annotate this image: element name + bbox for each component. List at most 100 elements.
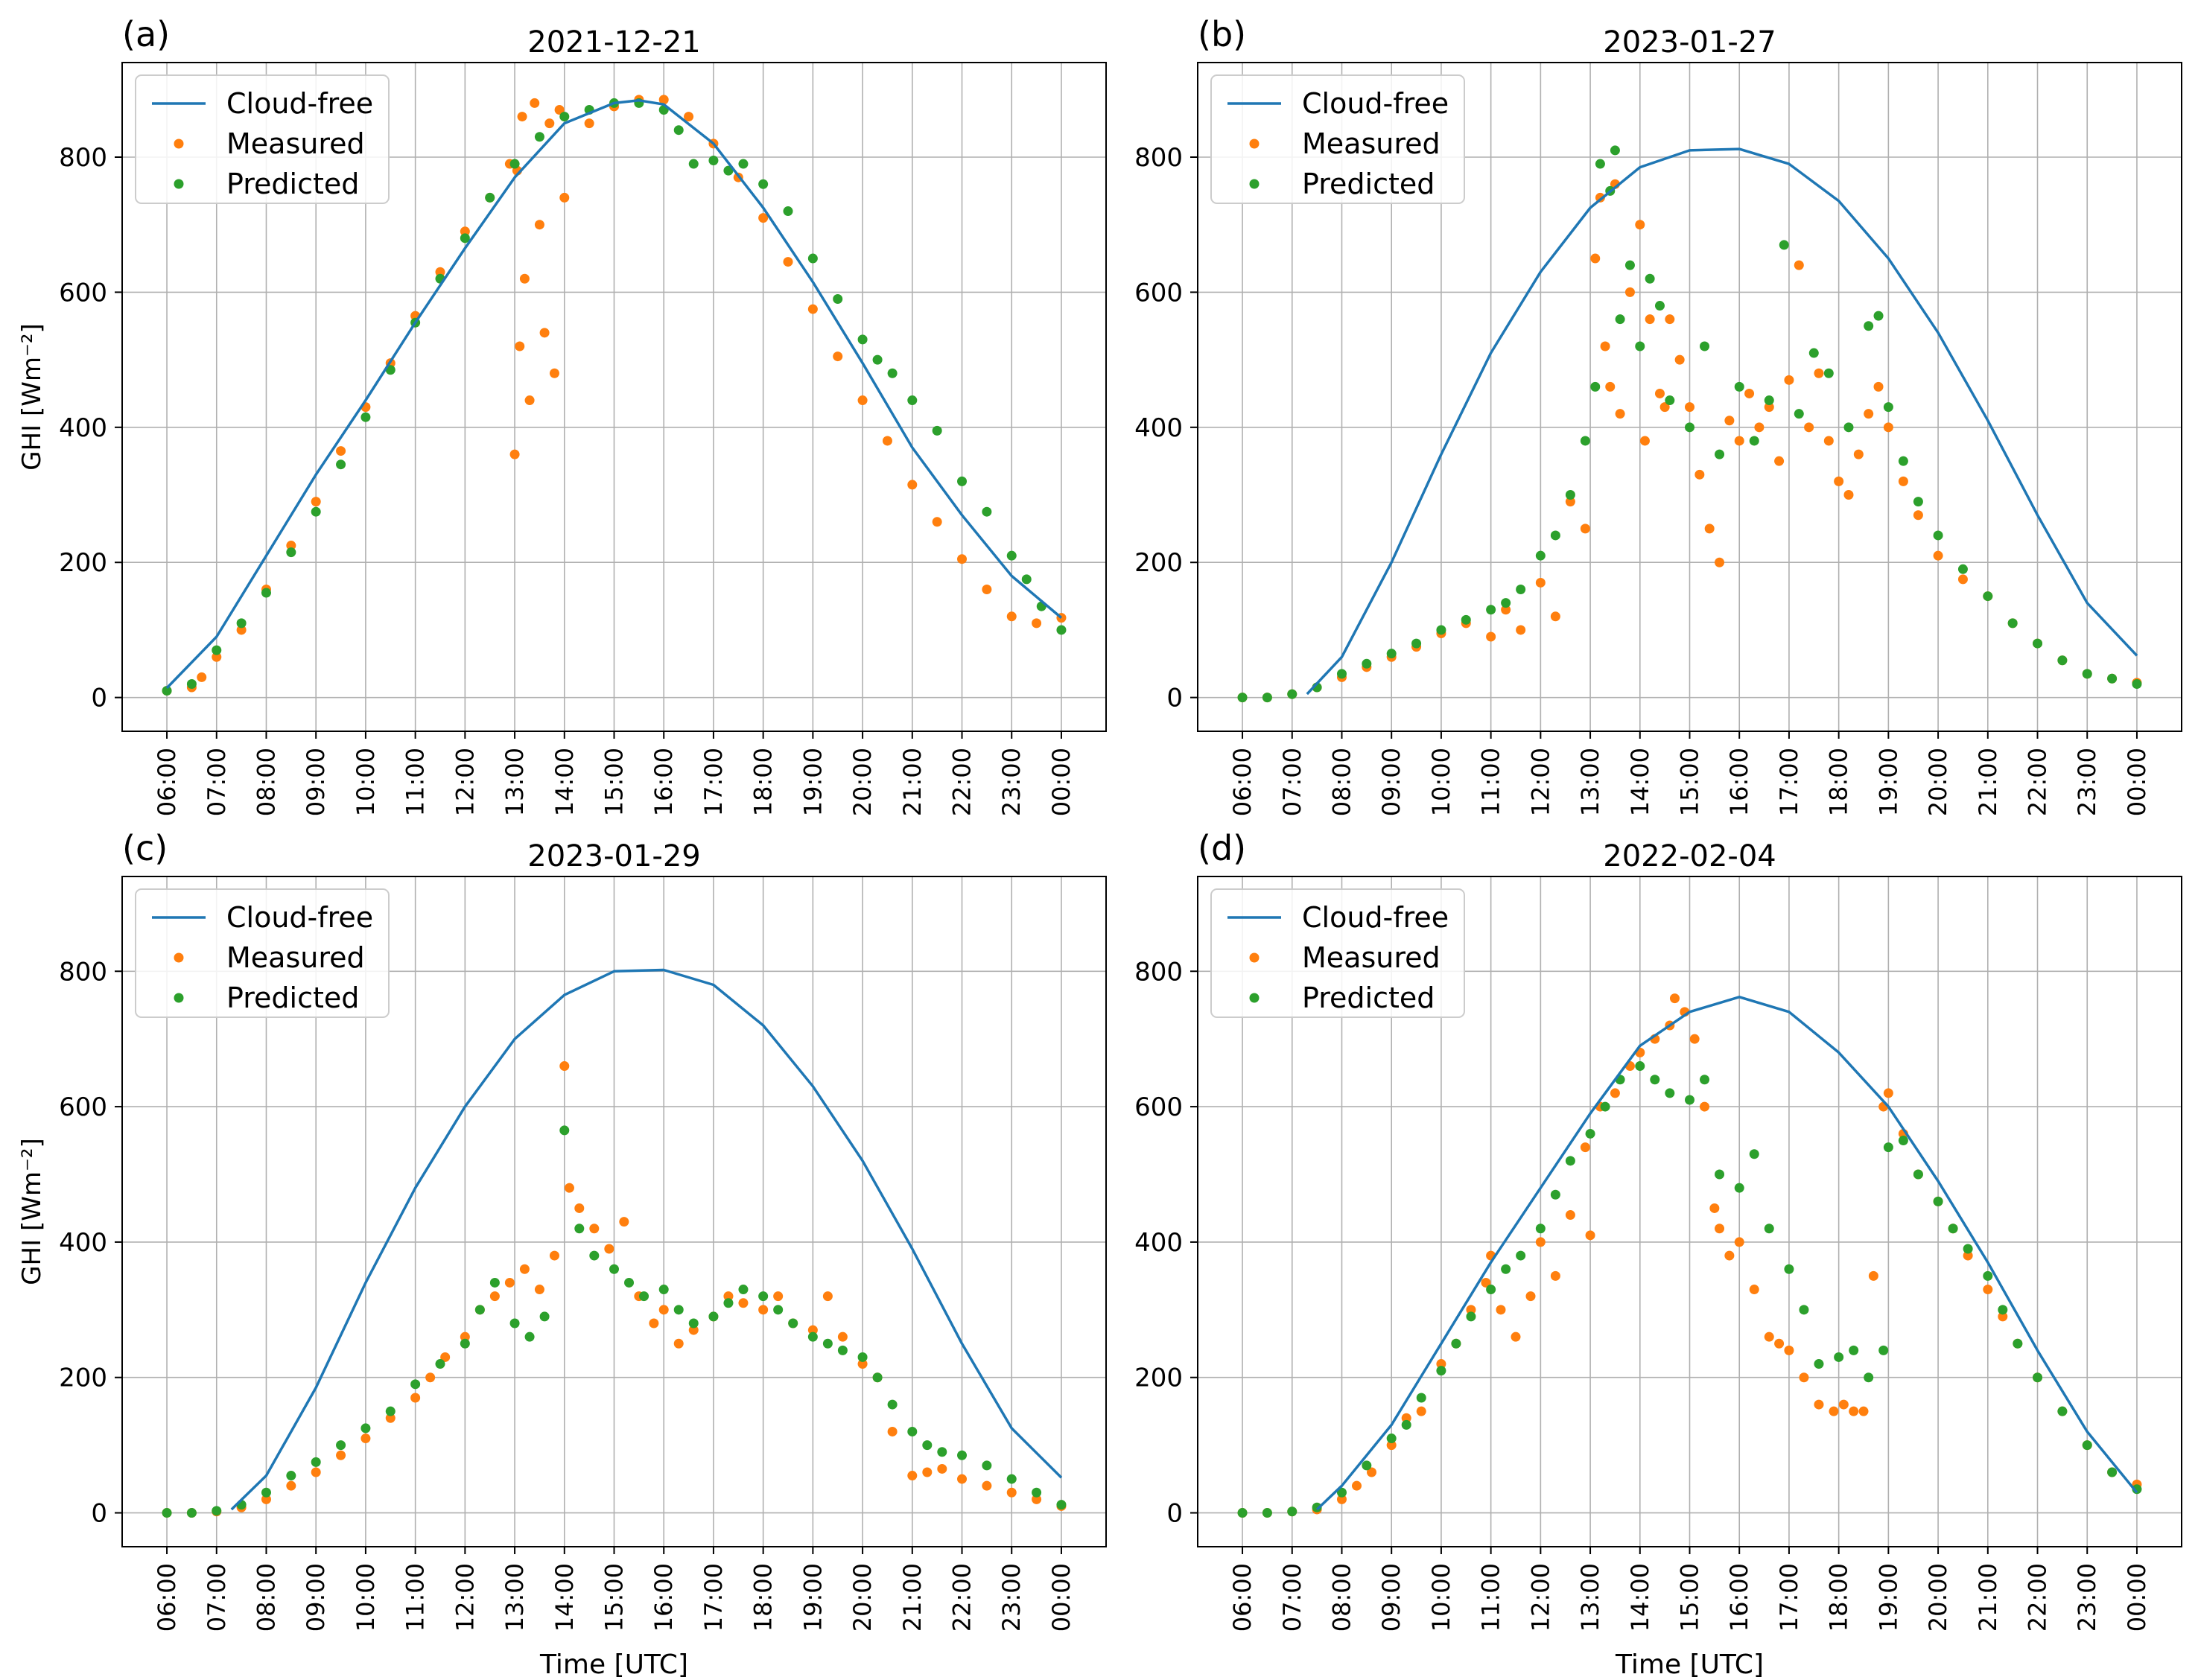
measured-point xyxy=(1659,402,1670,413)
y-tick-label: 800 xyxy=(59,143,107,173)
y-tick-label: 0 xyxy=(91,1499,107,1529)
legend-label: Cloud-free xyxy=(1302,87,1449,120)
predicted-point xyxy=(1913,1169,1923,1180)
legend-box xyxy=(135,888,390,1018)
measured-point xyxy=(1516,625,1526,635)
measured-point xyxy=(1694,469,1705,480)
predicted-point xyxy=(1336,669,1347,679)
series-predicted xyxy=(162,1125,1067,1518)
predicted-point xyxy=(1779,240,1789,250)
measured-point xyxy=(1501,605,1511,615)
predicted-point xyxy=(2082,669,2092,679)
measured-point xyxy=(1481,1277,1491,1288)
x-tick-label: 23:00 xyxy=(997,1563,1026,1632)
predicted-point xyxy=(609,1264,619,1274)
x-tick-label: 16:00 xyxy=(1725,1563,1753,1632)
x-tick-label: 06:00 xyxy=(1228,748,1257,816)
legend: Cloud-free Measured Predicted xyxy=(1210,888,1465,1018)
predicted-point xyxy=(1312,1502,1322,1512)
measured-point xyxy=(1032,618,1042,629)
x-tick-label: 18:00 xyxy=(1825,748,1853,816)
predicted-point xyxy=(2007,618,2018,629)
grid xyxy=(1198,876,2182,1547)
predicted-point xyxy=(1466,1311,1476,1322)
legend-label: Cloud-free xyxy=(226,87,373,120)
x-tick-label: 19:00 xyxy=(798,1563,827,1632)
x-tick-label: 10:00 xyxy=(352,748,380,816)
measured-point xyxy=(1674,354,1685,365)
x-tick-label: 00:00 xyxy=(2123,748,2151,816)
measured-point xyxy=(1963,1250,1973,1261)
predicted-point xyxy=(688,159,699,169)
predicted-point xyxy=(1486,605,1496,615)
measured-point xyxy=(311,497,321,507)
legend: Cloud-free Measured Predicted xyxy=(135,888,390,1018)
plot-area xyxy=(162,95,1067,696)
measured-point xyxy=(1983,1285,1993,1295)
predicted-point xyxy=(1665,395,1675,406)
measured-point xyxy=(957,554,968,564)
x-tick-label: 18:00 xyxy=(749,748,778,816)
measured-point xyxy=(1436,1359,1446,1369)
x-tick-label: 22:00 xyxy=(2024,1563,2052,1632)
chart-title: 2021-12-21 xyxy=(527,25,700,60)
measured-point xyxy=(957,1474,968,1484)
measured-point xyxy=(783,257,793,267)
measured-point xyxy=(922,1467,933,1477)
measured-point xyxy=(1823,436,1834,446)
predicted-point xyxy=(1535,550,1546,561)
predicted-point xyxy=(2057,655,2068,666)
x-tick-label: 15:00 xyxy=(600,748,629,816)
x-tick-label: 20:00 xyxy=(848,748,877,816)
measured-point xyxy=(549,368,559,378)
predicted-point xyxy=(1362,658,1372,669)
predicted-point xyxy=(360,412,371,422)
predicted-point xyxy=(788,1318,798,1329)
predicted-point xyxy=(1635,1061,1645,1072)
y-tick-label: 200 xyxy=(1134,1364,1183,1393)
y-tick-label: 200 xyxy=(1134,548,1183,578)
x-tick-label: 16:00 xyxy=(649,1563,678,1632)
x-tick-label: 07:00 xyxy=(203,1563,231,1632)
measured-point xyxy=(1838,1399,1849,1410)
predicted-point xyxy=(1032,1487,1042,1498)
x-tick-label: 21:00 xyxy=(898,1563,927,1632)
predicted-point xyxy=(639,1291,649,1302)
measured-point xyxy=(1829,1406,1839,1416)
measured-point xyxy=(504,1277,515,1288)
predicted-point xyxy=(2033,638,2043,649)
measured-point xyxy=(559,1061,570,1072)
predicted-point xyxy=(2132,679,2142,690)
measured-point xyxy=(574,1203,585,1213)
y-tick-label: 600 xyxy=(1134,1092,1183,1122)
predicted-point xyxy=(1516,585,1526,595)
measured-point xyxy=(509,449,520,459)
measured-point xyxy=(1754,422,1765,433)
measured-point xyxy=(1605,381,1616,392)
predicted-point xyxy=(887,1399,898,1410)
measured-point xyxy=(1868,1270,1878,1281)
measured-point xyxy=(385,1413,396,1423)
x-tick-label: 09:00 xyxy=(302,748,330,816)
measured-point xyxy=(549,1250,559,1261)
measured-point xyxy=(807,1325,818,1335)
predicted-point xyxy=(1021,574,1032,585)
predicted-point xyxy=(957,476,968,486)
measured-point xyxy=(286,541,296,551)
panel-label: (c) xyxy=(122,828,168,868)
measured-point xyxy=(1565,497,1575,507)
x-tick-label: 07:00 xyxy=(1278,748,1306,816)
grid xyxy=(122,63,1106,731)
predicted-point xyxy=(589,1250,600,1261)
measured-point xyxy=(1715,557,1725,567)
predicted-point xyxy=(1749,436,1759,446)
chart-panel-2: 0 200 400 600 800 06:00 07:00 08:00 09:00 10:00 11… xyxy=(1134,14,2182,816)
measured-point xyxy=(1669,993,1680,1004)
predicted-point xyxy=(1336,1487,1347,1498)
predicted-point xyxy=(1715,449,1725,459)
measured-point xyxy=(837,1331,848,1342)
x-tick-label: 10:00 xyxy=(1427,748,1455,816)
measured-point xyxy=(604,1244,614,1254)
measured-point xyxy=(649,1318,659,1329)
